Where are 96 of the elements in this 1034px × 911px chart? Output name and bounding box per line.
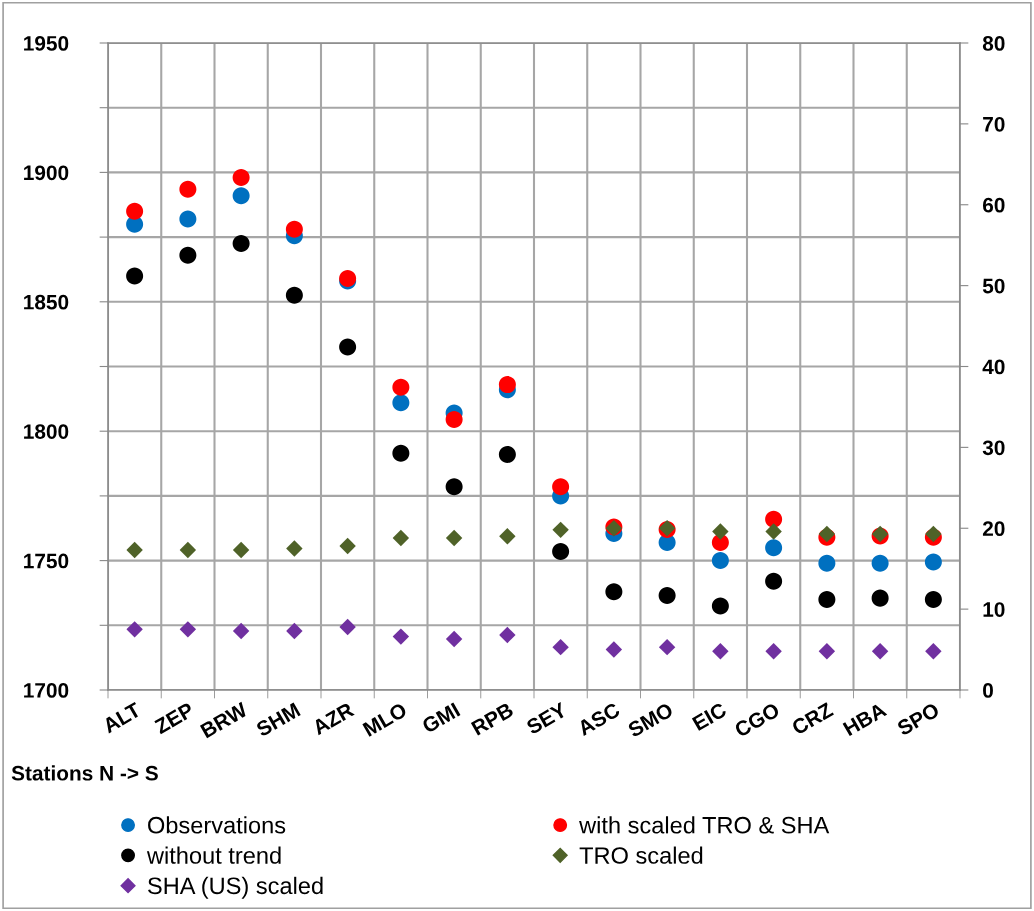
point — [126, 621, 143, 638]
point — [605, 641, 623, 658]
legend-label: Observations — [148, 816, 286, 834]
x-tick-label: CGO — [733, 702, 781, 738]
point — [552, 521, 569, 539]
point — [818, 590, 836, 608]
point — [126, 202, 144, 220]
x-tick-label: ZEP — [153, 702, 195, 735]
point — [765, 642, 782, 660]
point — [126, 267, 144, 285]
point — [605, 583, 623, 601]
point — [871, 589, 889, 607]
point — [445, 478, 463, 496]
y2-tick-label: 0 — [983, 683, 993, 698]
point — [765, 539, 783, 557]
point — [712, 642, 729, 660]
point — [499, 528, 516, 545]
x-tick-label: SPO — [896, 702, 941, 737]
point — [552, 543, 570, 561]
point — [339, 338, 357, 356]
x-tick-label: MLO — [362, 702, 408, 737]
y2-tick-label: 40 — [982, 359, 1005, 375]
point — [712, 523, 729, 540]
point — [445, 529, 463, 547]
point — [445, 411, 463, 429]
legend-label: TRO scaled — [579, 846, 703, 864]
y-tick-label: 1750 — [24, 553, 69, 569]
point — [658, 587, 676, 605]
point — [552, 478, 570, 496]
point — [392, 394, 410, 412]
y2-tick-label: 70 — [983, 116, 1005, 132]
y-tick-label: 1900 — [24, 165, 69, 181]
point — [232, 541, 250, 559]
legend-label: without trend — [146, 846, 281, 864]
legend-label: SHA (US) scaled — [148, 876, 323, 899]
point — [445, 630, 463, 648]
point — [286, 622, 303, 640]
point — [498, 445, 516, 463]
point — [871, 554, 889, 572]
y-tick-label: 1700 — [24, 683, 69, 698]
point — [498, 376, 516, 394]
point — [392, 529, 410, 547]
x-tick-label: HBA — [842, 702, 888, 737]
point — [179, 246, 197, 264]
x-tick-label: ALT — [101, 701, 142, 734]
point — [392, 628, 410, 645]
point — [179, 541, 197, 559]
point — [552, 638, 569, 656]
point — [232, 622, 250, 640]
x-tick-label: GMI — [421, 702, 461, 734]
point — [286, 540, 303, 557]
point — [392, 378, 410, 396]
point — [232, 187, 250, 205]
y-tick-label: 1850 — [24, 294, 69, 310]
point — [232, 169, 250, 187]
point — [285, 220, 303, 238]
x-tick-label: CRZ — [790, 701, 835, 736]
y2-tick-label: 30 — [982, 440, 1005, 456]
y-tick-label: 1800 — [24, 424, 69, 439]
point — [765, 572, 783, 590]
x-tick-label: RPB — [470, 702, 515, 736]
x-axis-title: Stations N -> S — [11, 765, 158, 781]
point — [924, 553, 942, 571]
point — [392, 444, 410, 462]
point — [658, 638, 676, 656]
y2-tick-label: 20 — [982, 521, 1005, 536]
point — [818, 642, 836, 660]
point — [925, 642, 942, 660]
y2-tick-label: 50 — [982, 278, 1005, 294]
x-tick-label: SHM — [255, 702, 301, 738]
point — [765, 523, 782, 540]
point — [924, 590, 942, 608]
point — [232, 235, 250, 253]
y2-tick-label: 60 — [982, 197, 1005, 213]
point — [179, 621, 197, 638]
point — [285, 286, 303, 304]
point — [179, 180, 197, 198]
point — [871, 642, 889, 660]
point — [179, 210, 197, 228]
legend-label: with scaled TRO & SHA — [579, 816, 830, 834]
y2-tick-label: 80 — [982, 36, 1005, 51]
point — [818, 554, 836, 572]
point — [126, 541, 143, 559]
y-tick-label: 1950 — [24, 36, 69, 51]
point — [339, 618, 356, 636]
x-tick-label: SMO — [626, 702, 675, 738]
point — [711, 597, 729, 615]
point — [339, 537, 356, 555]
x-tick-label: SEY — [525, 701, 568, 735]
point — [711, 552, 729, 570]
x-tick-label: EIC — [691, 701, 728, 732]
point — [499, 626, 516, 644]
x-tick-label: ASC — [576, 701, 622, 737]
y2-tick-label: 10 — [983, 602, 1005, 617]
x-tick-label: AZR — [311, 701, 355, 736]
point — [765, 510, 783, 528]
